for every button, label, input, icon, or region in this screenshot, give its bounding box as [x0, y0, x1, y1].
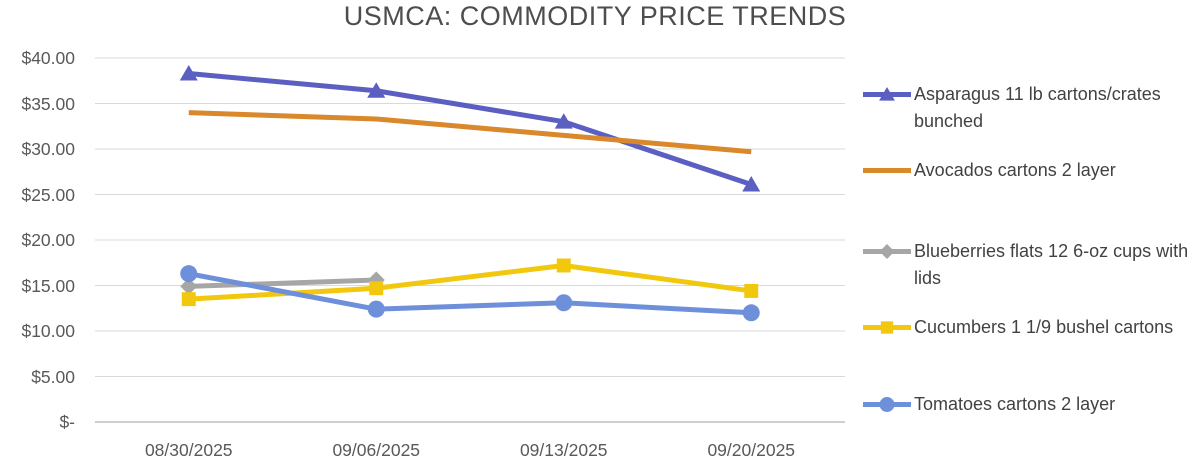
y-tick-label: $30.00	[21, 139, 75, 159]
series-marker-circle	[555, 294, 573, 312]
series-marker-triangle	[179, 64, 198, 81]
series-line-0	[188, 70, 753, 187]
series-marker-diamond	[180, 277, 198, 295]
series-marker-circle	[367, 300, 385, 318]
y-tick-label: $25.00	[21, 184, 75, 205]
legend-label: Blueberries flats 12 6-oz cups with lids	[914, 241, 1189, 288]
series-marker-square	[181, 292, 196, 307]
series-line-4	[188, 271, 752, 316]
x-tick-label: 09/06/2025	[332, 440, 421, 460]
x-tick-label: 08/30/2025	[144, 440, 233, 460]
legend-label: Cucumbers 1 1/9 bushel cartons	[914, 317, 1174, 337]
legend-item: Cucumbers 1 1/9 bushel cartons	[862, 314, 1198, 341]
y-tick-label: $5.00	[31, 366, 75, 387]
series-marker-circle	[180, 265, 198, 283]
legend-marker-triangle-icon	[863, 87, 911, 101]
y-tick-label: $40.00	[21, 48, 75, 68]
series-marker-square	[369, 281, 384, 296]
legend-item: Avocados cartons 2 layer	[862, 157, 1198, 184]
series-marker-triangle	[742, 175, 761, 192]
legend-marker-diamond-icon	[863, 244, 911, 259]
series-line-1	[188, 110, 752, 155]
series-marker-triangle	[367, 82, 386, 98]
legend-marker-circle-icon	[863, 397, 911, 412]
legend-label: Asparagus 11 lb cartons/crates bunched	[914, 84, 1161, 131]
y-tick-label: $-	[59, 412, 75, 432]
x-tick-label: 09/20/2025	[707, 440, 796, 460]
legend-label: Tomatoes cartons 2 layer	[914, 394, 1116, 414]
y-tick-label: $15.00	[21, 275, 75, 296]
series-marker-square	[744, 283, 759, 298]
series-line-2	[188, 277, 377, 289]
series-marker-triangle	[554, 113, 573, 129]
legend-marker-line-icon	[863, 168, 911, 173]
series-marker-square	[556, 258, 571, 273]
x-tick-label: 09/13/2025	[519, 440, 608, 460]
series-marker-circle	[742, 304, 760, 322]
legend-marker-square-icon	[863, 321, 911, 334]
y-tick-label: $20.00	[21, 230, 75, 250]
chart-title: USMCA: COMMODITY PRICE TRENDS	[343, 1, 847, 31]
legend-item: Tomatoes cartons 2 layer	[862, 391, 1198, 418]
y-tick-label: $35.00	[21, 93, 75, 114]
legend-label: Avocados cartons 2 layer	[914, 160, 1116, 180]
y-tick-label: $10.00	[21, 321, 75, 341]
legend-item: Blueberries flats 12 6-oz cups with lids	[862, 238, 1198, 292]
legend-item: Asparagus 11 lb cartons/crates bunched	[862, 81, 1198, 135]
